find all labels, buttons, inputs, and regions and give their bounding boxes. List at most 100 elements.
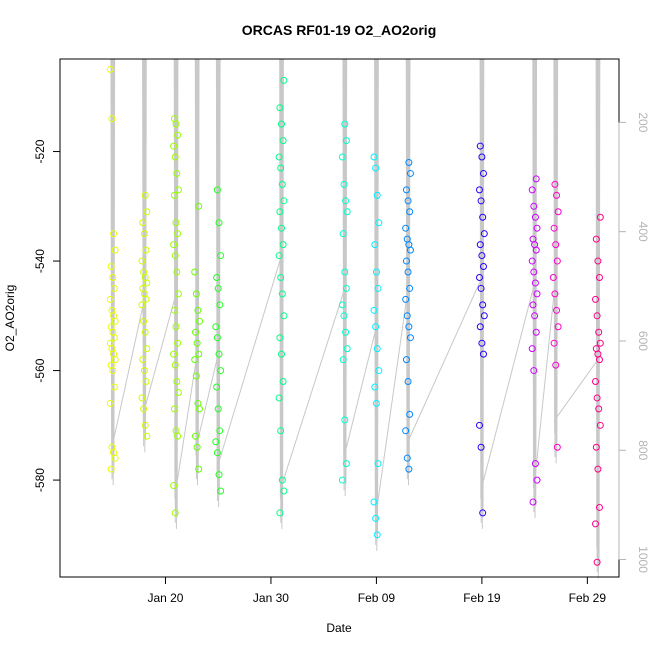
data-point [143,345,151,353]
data-point [217,487,225,495]
data-point [592,295,600,303]
data-point [141,328,149,336]
data-point [213,273,221,281]
right-tick-label: 400 [636,222,650,242]
trace-connector [218,255,282,462]
data-point [110,230,118,238]
data-point [403,312,411,320]
right-tick-label: 600 [636,331,650,351]
data-point [479,301,487,309]
data-point [338,153,346,161]
data-point [372,323,380,331]
data-point [107,263,115,271]
data-point [279,137,287,145]
data-point [338,476,346,484]
data-point [277,273,285,281]
data-point [339,230,347,238]
data-point [375,367,383,375]
x-tick-label: Feb 09 [358,591,396,605]
data-point [174,230,182,238]
data-point [596,356,604,364]
data-point [278,180,286,188]
trace-connector [144,293,177,407]
data-point [170,482,178,490]
data-point [531,213,539,221]
data-point [195,350,203,358]
data-point [479,169,487,177]
data-point [141,191,149,199]
data-point [554,208,562,216]
data-point [551,180,559,188]
trace-vertical [535,58,538,506]
trace-vertical [556,58,559,452]
data-point [174,339,182,347]
data-point [171,509,179,517]
x-tick-label: Feb 19 [463,591,501,605]
y-tick-label: -580 [33,468,47,492]
trace-connector [376,288,409,505]
data-point [592,378,600,386]
data-point [553,191,561,199]
data-point [217,252,225,260]
data-point [551,290,559,298]
data-point [172,219,180,227]
data-point [406,284,414,292]
data-point [475,273,483,281]
trace-connector [197,354,219,440]
data-point [477,443,485,451]
data-point [553,257,561,265]
data-point [372,164,380,172]
data-point [338,301,346,309]
data-point [194,306,202,314]
data-point [476,323,484,331]
data-point [276,509,284,517]
data-point [592,235,600,243]
data-point [549,273,557,281]
data-point [593,558,601,566]
data-point [531,312,539,320]
data-point [111,317,119,325]
data-point [212,438,220,446]
data-point [596,213,604,221]
right-tick-label: 800 [636,440,650,460]
data-point [173,169,181,177]
data-point [174,432,182,440]
data-point [533,290,541,298]
data-point [592,443,600,451]
data-point [372,399,380,407]
data-point [406,246,414,254]
data-point [276,208,284,216]
data-point [479,213,487,221]
data-point [374,284,382,292]
data-point [402,224,410,232]
data-point [596,421,604,429]
data-point [593,312,601,320]
data-point [138,301,146,309]
data-point [373,531,381,539]
data-point [195,202,203,210]
data-point [341,416,349,424]
right-axis: 200 400 600 800 1000 [618,112,650,573]
data-point [479,509,487,517]
data-point [171,252,179,260]
data-point [402,295,410,303]
data-point [374,460,382,468]
data-point [477,284,485,292]
data-point [196,317,204,325]
data-point [480,230,488,238]
data-point [342,137,350,145]
data-point [406,208,414,216]
data-point [214,284,222,292]
data-point [142,295,150,303]
data-point [373,191,381,199]
data-point [275,153,283,161]
trace-vertical [482,58,485,517]
data-point [533,224,541,232]
data-point [141,421,149,429]
data-point [594,465,602,473]
data-point [215,350,223,358]
data-point [404,378,412,386]
trace-connector [556,359,599,418]
data-point [216,427,224,435]
